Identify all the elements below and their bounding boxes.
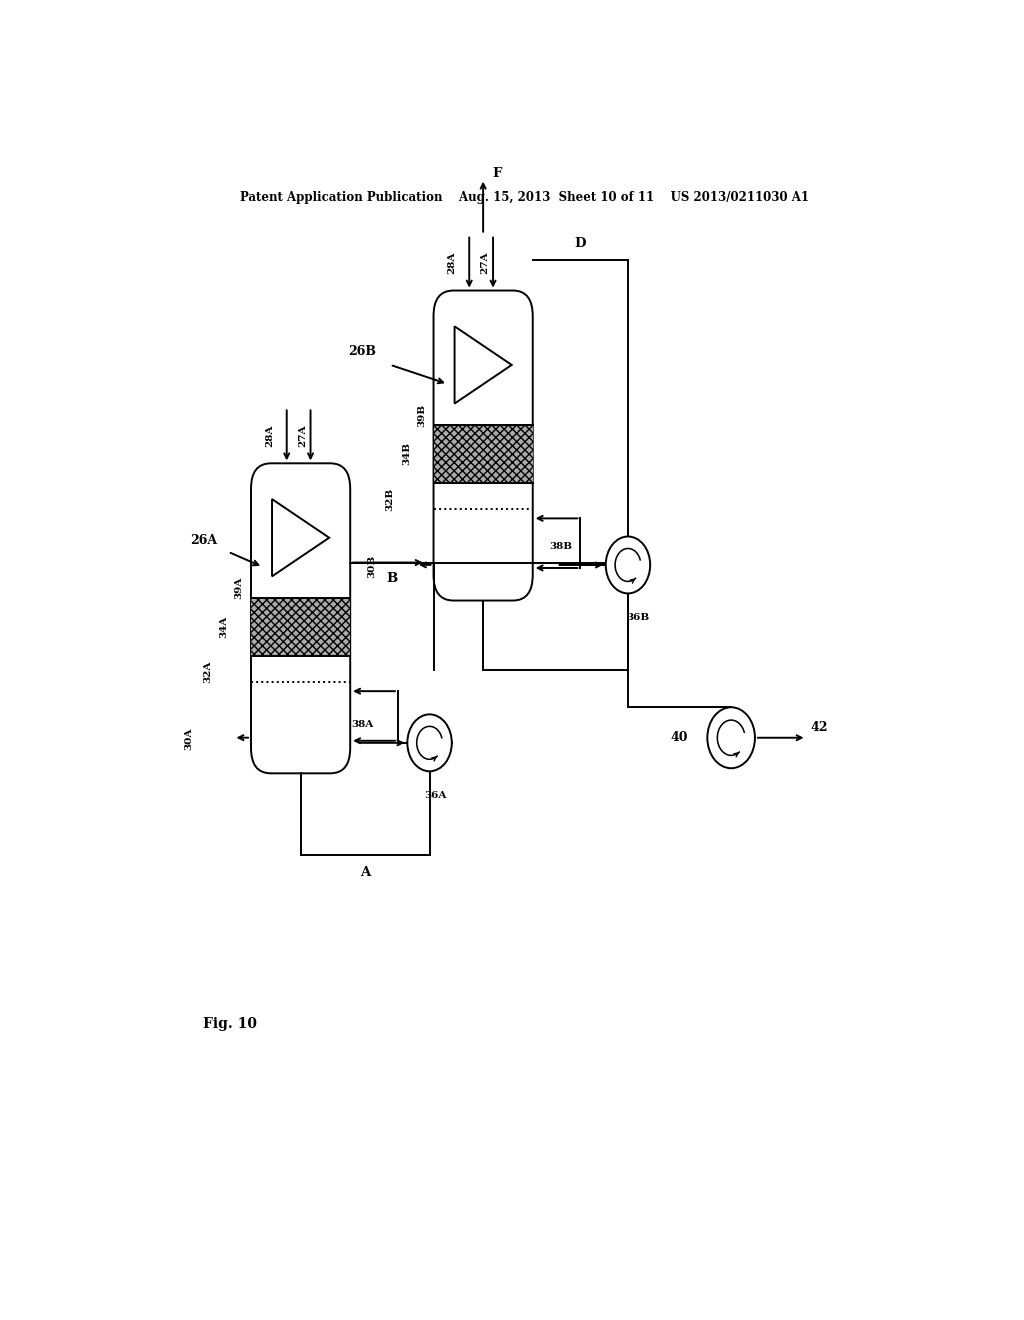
Text: F: F <box>493 168 502 180</box>
Bar <box>251 598 350 656</box>
Polygon shape <box>455 326 512 404</box>
Text: 26A: 26A <box>189 535 217 546</box>
Text: 39B: 39B <box>417 404 426 426</box>
Text: C: C <box>436 556 446 569</box>
Text: 26B: 26B <box>348 345 376 358</box>
Text: 39A: 39A <box>234 577 244 599</box>
Text: 40: 40 <box>670 731 687 744</box>
Circle shape <box>606 536 650 594</box>
Circle shape <box>708 708 755 768</box>
Text: 38B: 38B <box>549 543 572 552</box>
Text: 30A: 30A <box>184 729 194 750</box>
Text: 27A: 27A <box>480 252 489 275</box>
Text: E: E <box>638 557 647 570</box>
Text: 30B: 30B <box>368 554 376 578</box>
Text: 32B: 32B <box>385 487 394 511</box>
Text: 34A: 34A <box>219 615 228 638</box>
Text: D: D <box>574 238 586 251</box>
Polygon shape <box>272 499 329 577</box>
Text: B: B <box>386 573 397 585</box>
Text: Patent Application Publication    Aug. 15, 2013  Sheet 10 of 11    US 2013/02110: Patent Application Publication Aug. 15, … <box>241 190 809 203</box>
Text: 28A: 28A <box>447 252 457 275</box>
FancyBboxPatch shape <box>251 463 350 774</box>
FancyBboxPatch shape <box>433 290 532 601</box>
Text: 42: 42 <box>811 721 828 734</box>
Text: 32A: 32A <box>203 660 212 682</box>
Bar <box>433 425 532 483</box>
Text: 36A: 36A <box>425 791 447 800</box>
Text: 27A: 27A <box>298 425 307 447</box>
Text: 34B: 34B <box>402 442 411 466</box>
Circle shape <box>408 714 452 771</box>
Text: A: A <box>360 866 371 879</box>
Text: 28A: 28A <box>265 425 273 447</box>
Text: 38A: 38A <box>351 719 373 729</box>
Text: Fig. 10: Fig. 10 <box>204 1018 257 1031</box>
Text: 36B: 36B <box>626 614 649 622</box>
